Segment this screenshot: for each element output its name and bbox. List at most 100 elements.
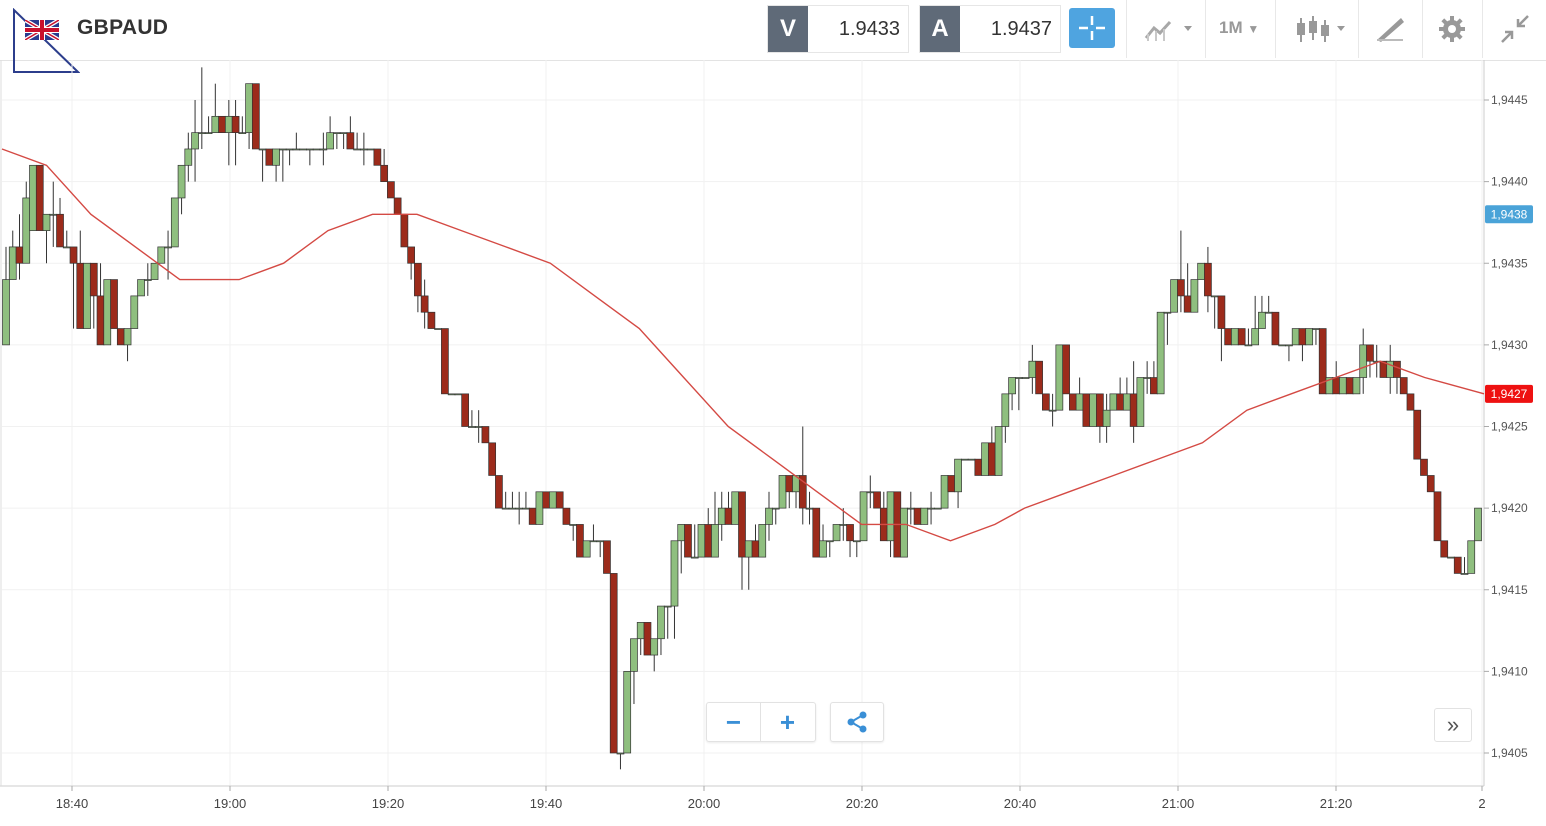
candle-body (339, 132, 348, 135)
candle-body (657, 605, 665, 640)
x-tick-label: 19:20 (372, 796, 405, 811)
candle-body (1271, 311, 1280, 346)
collapse-button[interactable] (1490, 0, 1540, 58)
share-icon (847, 711, 867, 733)
candle-body (771, 507, 780, 510)
y-tick-label: 1,9405 (1491, 746, 1528, 760)
candle-body (1332, 377, 1341, 395)
chart-type-button[interactable] (1138, 0, 1198, 58)
chevron-down-icon: ▼ (1247, 22, 1260, 36)
candle-body (96, 295, 105, 346)
candle-body (940, 475, 949, 509)
candle-body (143, 279, 152, 281)
timeframe-selector[interactable]: 1M ▼ (1219, 18, 1259, 38)
candle-body (630, 638, 638, 672)
candle-body (1305, 328, 1314, 346)
candle-body (906, 507, 915, 510)
candle-body (711, 524, 719, 558)
candle-body (468, 426, 476, 428)
candle-body (778, 475, 787, 509)
sell-quote-button[interactable]: V 1.9433 (767, 5, 909, 53)
candle-body (913, 507, 922, 525)
ask-price-badge-bg (1485, 205, 1533, 224)
candle-body (751, 540, 760, 558)
candle-body (69, 246, 78, 264)
candle-body (528, 507, 537, 525)
candle-body (947, 475, 956, 493)
candle-body (177, 164, 186, 199)
candle-body (785, 475, 794, 493)
candle-body (137, 279, 145, 297)
candle-body (434, 328, 442, 330)
candle-body (1339, 377, 1347, 395)
drawing-tools-icon (1377, 18, 1404, 42)
candle-body (238, 132, 247, 135)
settings-button[interactable] (1428, 0, 1476, 58)
candle-body (123, 328, 132, 346)
share-button[interactable] (830, 702, 884, 742)
candle-body (1298, 328, 1307, 346)
candle-body (191, 132, 199, 150)
candle-body (1062, 344, 1070, 395)
candle-body (1345, 377, 1354, 395)
candle-body (488, 442, 497, 476)
candle-body (954, 458, 962, 493)
candle-body (805, 507, 814, 510)
toolbar-divider (1358, 0, 1359, 58)
candle-body (1440, 540, 1449, 558)
y-tick-label: 1,9410 (1491, 664, 1528, 678)
candle-body (852, 540, 861, 543)
zoom-out-button[interactable]: − (707, 703, 761, 741)
candle-body (1197, 262, 1206, 280)
y-tick-label: 1,9425 (1491, 420, 1528, 434)
zoom-in-button[interactable]: + (779, 706, 796, 737)
price-chart[interactable]: 1,9405 1,9410 1,9415 1,9420 1,9425 1,9430 1,94… (0, 60, 1546, 826)
candle-body (1352, 377, 1361, 395)
candle-body (414, 262, 422, 297)
toolbar-divider (1275, 0, 1276, 58)
candle-body (441, 328, 449, 395)
candle-body (1460, 573, 1469, 575)
candle-body (1204, 262, 1212, 297)
candle-body (245, 83, 253, 133)
candle-body (1143, 377, 1151, 379)
candle-body (380, 164, 388, 182)
candle-body (312, 148, 321, 151)
candle-body (1312, 328, 1320, 330)
drawing-tools-button[interactable] (1364, 0, 1416, 58)
candle-body (515, 507, 524, 510)
candle-body (218, 115, 226, 134)
candle-body (366, 148, 375, 151)
scroll-to-end-button[interactable]: » (1434, 708, 1472, 742)
buy-quote-button[interactable]: A 1.9437 (919, 5, 1061, 53)
candle-body (447, 393, 456, 396)
candle-body (562, 507, 571, 525)
y-tick-label: 1,9430 (1491, 338, 1528, 352)
candle-body (549, 491, 557, 509)
candle-body (684, 524, 692, 558)
candle-body (1001, 393, 1010, 427)
candle-body (1291, 328, 1300, 346)
candle-body (62, 246, 71, 249)
candle-body (987, 442, 996, 476)
candle-body (1393, 360, 1401, 378)
crosshair-button[interactable] (1069, 8, 1115, 48)
candle-body (636, 622, 645, 640)
candle-body (738, 491, 746, 558)
candle-body (501, 507, 510, 510)
candle-body (927, 507, 935, 510)
candle-body (704, 524, 713, 558)
candle-body (1244, 344, 1253, 347)
candle-body (265, 148, 274, 166)
candle-body (1048, 409, 1057, 412)
candle-body (373, 148, 382, 166)
candle-body (1123, 393, 1131, 411)
sell-label: V (768, 6, 808, 52)
candle-body (1102, 409, 1111, 427)
collapse-icon (1501, 15, 1529, 43)
last-price-badge-bg (1485, 384, 1533, 403)
x-tick-label: 20:40 (1004, 796, 1037, 811)
candle-body (994, 426, 1003, 476)
candle-body (89, 262, 98, 297)
candle-style-button[interactable] (1288, 0, 1352, 58)
